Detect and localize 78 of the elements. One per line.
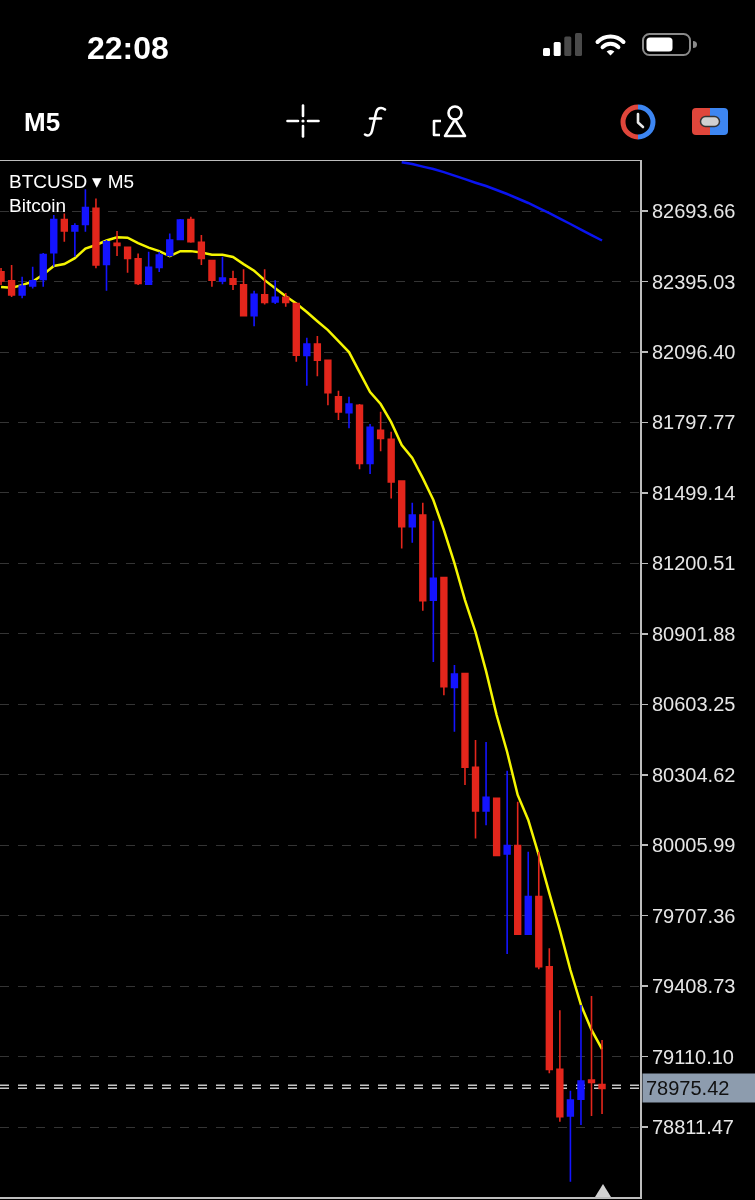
candlestick — [166, 232, 174, 258]
text: M5 — [24, 107, 61, 137]
candlestick — [440, 576, 448, 696]
y-tick-label: 80304.62 — [652, 763, 736, 786]
text: BTCUSD ▾ M5 — [9, 171, 135, 192]
candlestick — [208, 259, 216, 288]
candlestick — [250, 289, 258, 327]
candlestick — [429, 520, 438, 663]
candlestick — [144, 251, 153, 286]
y-tick-label: 80005.99 — [652, 834, 736, 857]
ref-line-label: 78975.42 — [646, 1077, 730, 1099]
candlestick — [535, 851, 543, 971]
y-tick-label: 81200.51 — [652, 552, 736, 575]
candlestick — [408, 502, 416, 544]
text: Bitcoin — [9, 195, 67, 216]
candlestick — [366, 423, 374, 475]
candlestick — [155, 251, 163, 273]
candlestick — [524, 851, 532, 936]
y-tick-label: 81797.77 — [652, 411, 736, 434]
candlestick — [218, 255, 227, 285]
candlestick — [113, 230, 121, 257]
candlestick — [7, 264, 16, 298]
y-tick-label: 82096.40 — [652, 341, 736, 364]
candlestick — [471, 739, 480, 840]
candlestick — [587, 995, 596, 1117]
candlestick — [503, 769, 511, 955]
candlestick — [282, 292, 290, 308]
y-tick-label: 78811.47 — [652, 1116, 734, 1139]
candlestick — [39, 252, 47, 288]
candlestick — [303, 336, 311, 387]
line-series — [0, 235, 604, 1051]
y-tick-label: 81499.14 — [652, 481, 736, 504]
y-tick-label: 80901.88 — [652, 622, 736, 645]
candlestick — [197, 234, 206, 266]
y-tick-label: 80603.25 — [652, 693, 736, 716]
text: 22:08 — [87, 30, 169, 66]
y-tick-label: 82693.66 — [652, 200, 736, 223]
candlestick — [355, 403, 364, 471]
candlestick — [29, 265, 37, 290]
y-tick-label: 79110.10 — [652, 1045, 734, 1068]
candlestick — [239, 268, 248, 317]
candlestick — [450, 664, 459, 733]
candlestick — [176, 218, 184, 241]
candlestick — [271, 279, 279, 305]
candlestick — [461, 672, 469, 786]
candlestick — [492, 797, 501, 857]
candlestick — [123, 246, 132, 274]
candlestick — [482, 741, 490, 826]
candlestick — [260, 268, 269, 306]
y-tick-label: 79707.36 — [652, 904, 736, 927]
line-series — [400, 161, 604, 242]
candlestick — [81, 188, 90, 233]
candlestick — [92, 197, 100, 270]
candlestick — [187, 215, 195, 244]
candlestick — [577, 1004, 585, 1126]
candlestick — [514, 801, 522, 936]
candlestick — [334, 390, 343, 421]
y-tick-label: 79408.73 — [652, 975, 736, 998]
candlestick — [345, 395, 353, 430]
candlestick — [60, 212, 68, 243]
candlestick — [313, 335, 322, 377]
candlestick — [18, 276, 26, 300]
candlestick — [387, 431, 395, 500]
candlestick — [229, 269, 237, 291]
candlestick — [134, 252, 142, 286]
candlestick — [545, 947, 553, 1075]
candlestick — [50, 214, 58, 268]
candlestick — [598, 1039, 606, 1115]
candlestick — [292, 302, 300, 363]
candlestick — [102, 239, 111, 292]
candlestick — [376, 411, 385, 452]
candlestick — [324, 358, 332, 406]
candlestick — [419, 502, 427, 612]
candlestick — [398, 479, 406, 550]
candlestick — [556, 1009, 564, 1123]
candlestick — [566, 1090, 575, 1183]
candlestick — [71, 222, 79, 258]
y-tick-label: 82395.03 — [652, 270, 736, 293]
